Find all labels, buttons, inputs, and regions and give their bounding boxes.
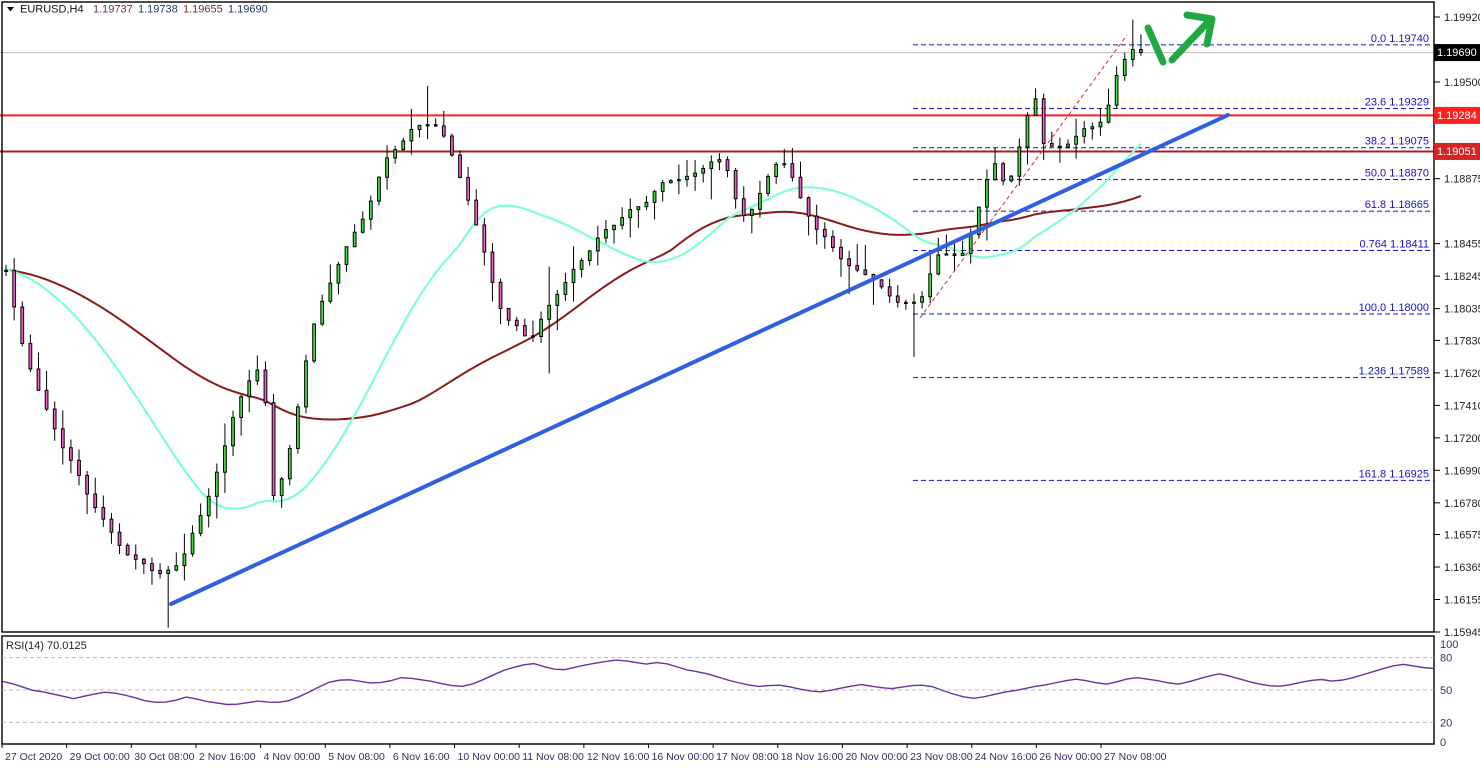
svg-text:1.19051: 1.19051: [1437, 146, 1477, 158]
svg-text:1.17830: 1.17830: [1444, 335, 1480, 347]
svg-text:1.18035: 1.18035: [1444, 304, 1480, 316]
svg-text:100.0 1.18000: 100.0 1.18000: [1359, 302, 1429, 314]
svg-text:29 Oct 00:00: 29 Oct 00:00: [70, 751, 130, 763]
svg-text:17 Nov 08:00: 17 Nov 08:00: [716, 751, 779, 763]
svg-text:1.19690: 1.19690: [1437, 47, 1477, 59]
svg-text:4 Nov 00:00: 4 Nov 00:00: [264, 751, 321, 763]
svg-text:161.8 1.16925: 161.8 1.16925: [1359, 468, 1429, 480]
svg-text:50.0 1.18870: 50.0 1.18870: [1365, 167, 1429, 179]
svg-text:6 Nov 16:00: 6 Nov 16:00: [393, 751, 450, 763]
svg-text:24 Nov 16:00: 24 Nov 16:00: [975, 751, 1038, 763]
svg-text:1.16155: 1.16155: [1444, 595, 1480, 607]
svg-text:1.19738: 1.19738: [138, 4, 178, 16]
svg-text:23.6 1.19329: 23.6 1.19329: [1365, 96, 1429, 108]
svg-text:18 Nov 16:00: 18 Nov 16:00: [781, 751, 844, 763]
svg-text:27 Nov 08:00: 27 Nov 08:00: [1104, 751, 1167, 763]
svg-text:61.8 1.18665: 61.8 1.18665: [1365, 199, 1429, 211]
svg-text:20: 20: [1440, 717, 1452, 729]
svg-text:5 Nov 08:00: 5 Nov 08:00: [328, 751, 385, 763]
svg-text:50: 50: [1440, 685, 1452, 697]
svg-text:0: 0: [1440, 737, 1446, 749]
svg-text:1.16780: 1.16780: [1444, 498, 1480, 510]
svg-text:EURUSD,H4: EURUSD,H4: [20, 4, 84, 16]
svg-text:1.16365: 1.16365: [1444, 562, 1480, 574]
svg-text:1.18875: 1.18875: [1444, 174, 1480, 186]
svg-text:20 Nov 00:00: 20 Nov 00:00: [845, 751, 908, 763]
svg-text:38.2 1.19075: 38.2 1.19075: [1365, 136, 1429, 148]
svg-text:1.19920: 1.19920: [1444, 12, 1480, 24]
svg-text:1.18245: 1.18245: [1444, 271, 1480, 283]
svg-text:1.19655: 1.19655: [183, 4, 223, 16]
svg-text:1.19690: 1.19690: [228, 4, 268, 16]
svg-text:1.16990: 1.16990: [1444, 465, 1480, 477]
svg-text:0.0 1.19740: 0.0 1.19740: [1371, 33, 1429, 45]
svg-text:1.18455: 1.18455: [1444, 239, 1480, 251]
svg-text:1.19500: 1.19500: [1444, 77, 1480, 89]
svg-text:23 Nov 08:00: 23 Nov 08:00: [910, 751, 973, 763]
svg-text:26 Nov 00:00: 26 Nov 00:00: [1039, 751, 1102, 763]
svg-text:11 Nov 08:00: 11 Nov 08:00: [522, 751, 584, 763]
svg-text:1.19737: 1.19737: [93, 4, 133, 16]
svg-text:RSI(14) 70.0125: RSI(14) 70.0125: [6, 640, 87, 652]
svg-text:1.16575: 1.16575: [1444, 530, 1480, 542]
svg-text:1.17200: 1.17200: [1444, 433, 1480, 445]
svg-text:1.17410: 1.17410: [1444, 400, 1480, 412]
svg-text:0.764 1.18411: 0.764 1.18411: [1359, 238, 1429, 250]
svg-text:2 Nov 16:00: 2 Nov 16:00: [199, 751, 256, 763]
svg-text:27 Oct 2020: 27 Oct 2020: [5, 751, 62, 763]
svg-text:1.15945: 1.15945: [1444, 627, 1480, 639]
svg-text:100: 100: [1440, 639, 1458, 651]
svg-text:16 Nov 00:00: 16 Nov 00:00: [652, 751, 715, 763]
svg-text:12 Nov 16:00: 12 Nov 16:00: [587, 751, 650, 763]
svg-text:1.19284: 1.19284: [1437, 110, 1477, 122]
svg-text:10 Nov 00:00: 10 Nov 00:00: [458, 751, 521, 763]
svg-text:80: 80: [1440, 653, 1452, 665]
svg-text:30 Oct 08:00: 30 Oct 08:00: [134, 751, 194, 763]
svg-text:1.17620: 1.17620: [1444, 368, 1480, 380]
svg-text:1.236 1.17589: 1.236 1.17589: [1359, 366, 1429, 378]
